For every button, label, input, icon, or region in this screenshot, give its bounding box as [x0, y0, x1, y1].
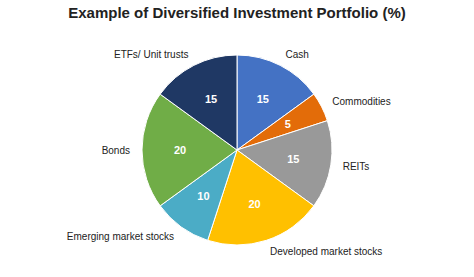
slice-label: Commodities — [332, 96, 390, 107]
data-label: 20 — [174, 144, 186, 156]
data-label: 10 — [197, 190, 209, 202]
data-label: 20 — [248, 198, 260, 210]
slice-label: Emerging market stocks — [67, 231, 174, 242]
data-label: 15 — [205, 93, 217, 105]
data-label: 15 — [287, 153, 299, 165]
pie: 15 5 15 20 10 20 15 Cash Commodities REITs Develop… — [67, 49, 391, 257]
title: Example of Diversified Investment Portfo… — [68, 4, 406, 21]
slice-label: Cash — [286, 49, 309, 60]
chart: Example of Diversified Investment Portfo… — [0, 0, 474, 277]
slice-label: ETFs/ Unit trusts — [114, 49, 188, 60]
slice-label: REITs — [343, 161, 370, 172]
data-label: 5 — [285, 118, 291, 130]
slice — [160, 55, 237, 150]
slice-label: Bonds — [102, 145, 130, 156]
data-label: 15 — [257, 93, 269, 105]
slice-label: Developed market stocks — [270, 246, 382, 257]
